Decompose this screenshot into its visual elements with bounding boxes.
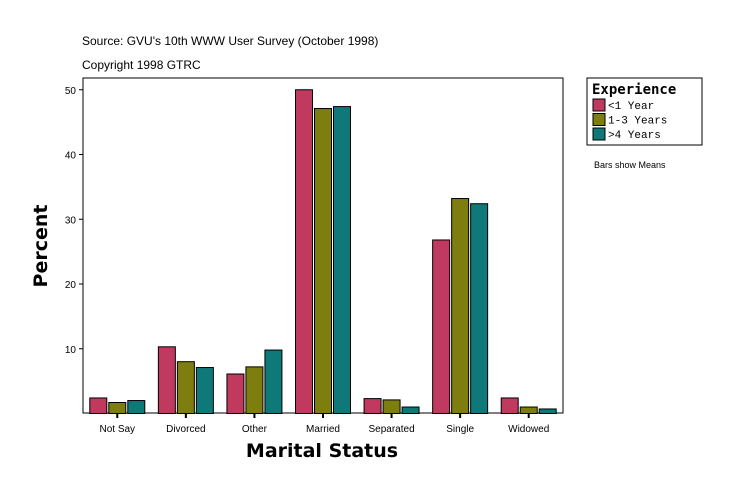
- bar: [157, 346, 176, 414]
- copyright-text: Copyright 1998 GTRC: [82, 58, 201, 72]
- legend-title: Experience: [592, 82, 676, 98]
- x-tick-label: Divorced: [166, 424, 205, 435]
- y-axis-label: Percent: [30, 205, 52, 288]
- bar: [470, 203, 489, 414]
- bar: [264, 349, 283, 415]
- x-tick-label: Separated: [368, 424, 414, 435]
- bar: [226, 373, 245, 415]
- bar: [382, 399, 401, 414]
- legend-item: <1 Year: [608, 101, 654, 113]
- y-tick-label: 10: [65, 345, 77, 356]
- x-tick-label: Single: [446, 424, 474, 435]
- y-tick-label: 40: [65, 151, 77, 162]
- legend-swatch: [592, 113, 606, 126]
- y-tick-label: 50: [65, 86, 77, 97]
- bar: [108, 401, 127, 414]
- legend-item: >4 Years: [608, 130, 661, 142]
- x-tick-label: Not Say: [99, 424, 135, 435]
- bar: [538, 408, 557, 414]
- legend-swatch: [592, 127, 606, 141]
- bar: [401, 406, 420, 414]
- legend-item: 1-3 Years: [608, 116, 667, 128]
- x-tick-label: Other: [242, 424, 268, 435]
- bar: [432, 239, 451, 414]
- y-tick-label: 30: [65, 215, 77, 226]
- bar: [89, 397, 108, 414]
- bar: [363, 398, 382, 415]
- bar: [519, 406, 538, 414]
- bar: [127, 400, 146, 414]
- x-axis-label: Marital Status: [246, 440, 398, 462]
- bar: [176, 361, 195, 415]
- bar: [451, 198, 470, 414]
- bar: [500, 397, 519, 414]
- x-tick-label: Widowed: [508, 424, 549, 435]
- bar: [245, 366, 264, 415]
- y-tick-label: 20: [65, 280, 77, 291]
- note-text: Bars show Means: [594, 160, 666, 170]
- bar: [195, 367, 214, 414]
- legend-swatch: [592, 98, 606, 112]
- x-tick-label: Married: [306, 424, 340, 435]
- bar: [295, 89, 313, 414]
- source-text: Source: GVU's 10th WWW User Survey (Octo…: [82, 34, 378, 48]
- bar: [333, 106, 351, 415]
- legend: Experience <1 Year 1-3 Years >4 Years: [586, 77, 703, 146]
- bar: [314, 108, 332, 414]
